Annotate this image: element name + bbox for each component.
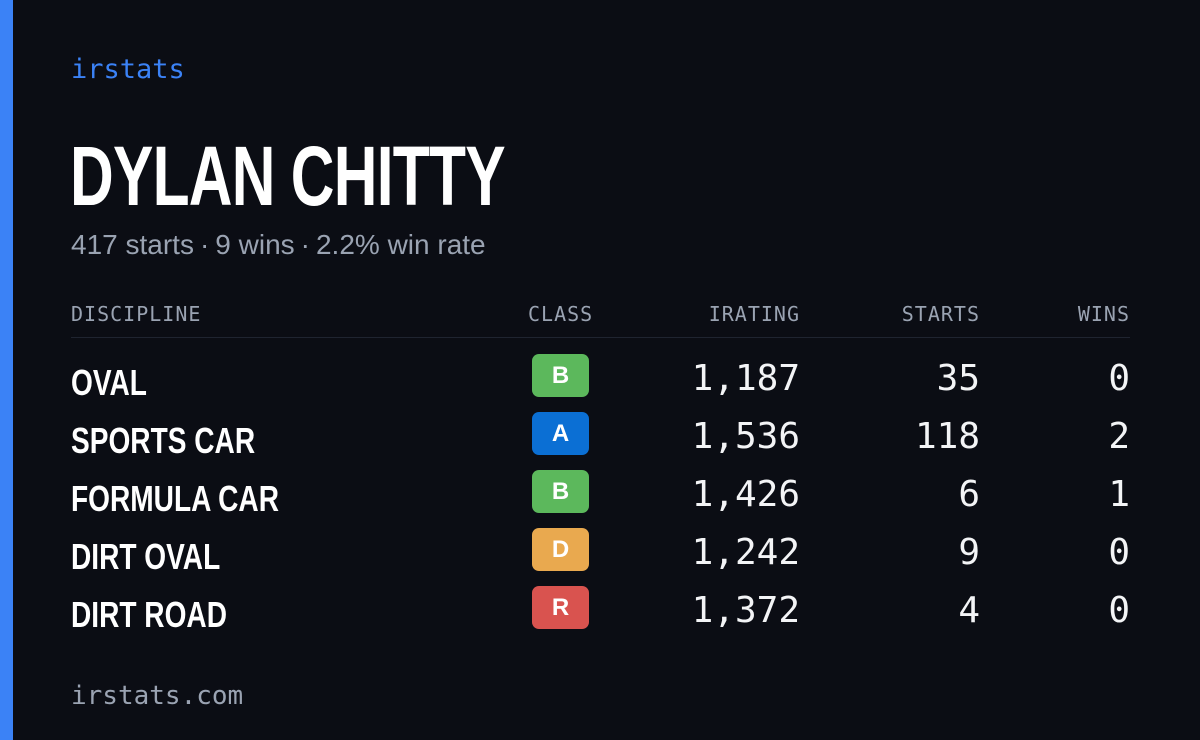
starts-value: 118	[914, 416, 980, 457]
class-badge: B	[532, 470, 589, 513]
discipline-name: DIRT ROAD	[71, 594, 227, 635]
discipline-name: DIRT OVAL	[71, 536, 221, 577]
table-row: SPORTS CAR A 1,536 118 2	[0, 412, 1200, 470]
starts-value: 4	[958, 590, 980, 631]
class-badge: D	[532, 528, 589, 571]
table-row: OVAL B 1,187 35 0	[0, 354, 1200, 412]
wins-value: 0	[1108, 532, 1130, 573]
discipline-name: FORMULA CAR	[71, 478, 279, 519]
accent-bar	[0, 0, 13, 740]
irating-value: 1,372	[691, 590, 800, 631]
column-header-class: CLASS	[528, 302, 594, 326]
class-badge: A	[532, 412, 589, 455]
win-rate-summary: 2.2% win rate	[315, 229, 486, 260]
irating-value: 1,536	[691, 416, 800, 457]
wins-value: 0	[1108, 358, 1130, 399]
irating-value: 1,242	[691, 532, 800, 573]
driver-name: DYLAN CHITTY	[70, 129, 506, 223]
irating-value: 1,426	[691, 474, 800, 515]
summary-separator: ·	[199, 229, 210, 260]
driver-summary: 417 starts · 9 wins · 2.2% win rate	[71, 229, 486, 261]
class-badge: B	[532, 354, 589, 397]
wins-summary: 9 wins	[215, 229, 295, 260]
column-header-starts: STARTS	[901, 302, 980, 326]
table-row: DIRT ROAD R 1,372 4 0	[0, 586, 1200, 644]
brand-logo-text: irstats	[71, 54, 185, 85]
wins-value: 2	[1108, 416, 1130, 457]
table-row: FORMULA CAR B 1,426 6 1	[0, 470, 1200, 528]
irating-value: 1,187	[691, 358, 800, 399]
table-row: DIRT OVAL D 1,242 9 0	[0, 528, 1200, 586]
class-badge: R	[532, 586, 589, 629]
wins-value: 0	[1108, 590, 1130, 631]
header-divider	[71, 337, 1130, 338]
starts-value: 9	[958, 532, 980, 573]
starts-summary: 417 starts	[71, 229, 194, 260]
discipline-name: OVAL	[71, 362, 147, 403]
footer-url: irstats.com	[71, 681, 244, 711]
column-header-irating: IRATING	[708, 302, 800, 326]
summary-separator: ·	[300, 229, 310, 260]
discipline-name: SPORTS CAR	[71, 420, 256, 461]
column-header-discipline: DISCIPLINE	[71, 302, 202, 326]
starts-value: 35	[936, 358, 980, 399]
starts-value: 6	[958, 474, 980, 515]
column-header-wins: WINS	[1077, 302, 1130, 326]
wins-value: 1	[1108, 474, 1130, 515]
